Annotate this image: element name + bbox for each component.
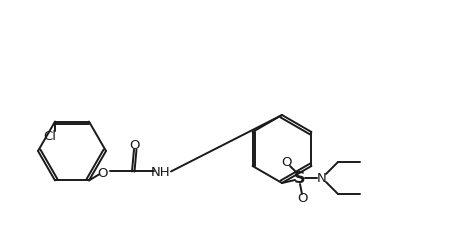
Text: S: S (294, 171, 306, 186)
Text: NH: NH (151, 165, 171, 178)
Text: N: N (317, 172, 327, 185)
Text: O: O (129, 138, 139, 151)
Text: O: O (281, 156, 291, 169)
Text: O: O (98, 166, 108, 179)
Text: O: O (297, 192, 307, 205)
Text: Cl: Cl (44, 130, 56, 143)
